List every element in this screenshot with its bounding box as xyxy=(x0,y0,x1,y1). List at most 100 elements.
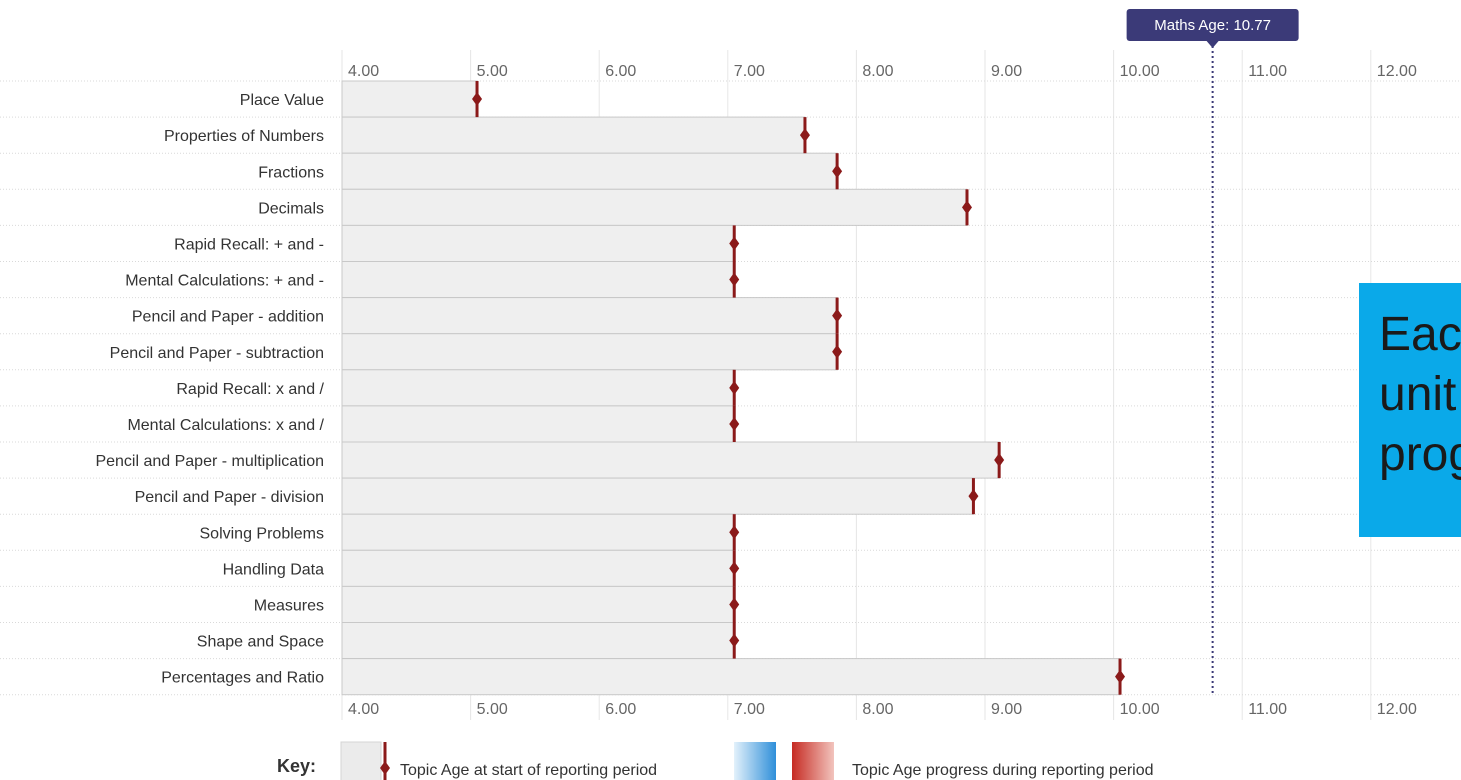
category-label: Pencil and Paper - addition xyxy=(132,309,324,326)
key-progress-blue-swatch xyxy=(734,742,776,780)
topic-bar xyxy=(341,152,838,190)
topic-age-marker-diamond xyxy=(472,92,483,107)
category-label: Pencil and Paper - subtraction xyxy=(110,345,324,362)
category-label: Solving Problems xyxy=(200,525,325,542)
category-label: Mental Calculations: x and / xyxy=(127,417,324,434)
topic-age-marker-diamond xyxy=(729,236,740,251)
x-tick-label-bottom: 10.00 xyxy=(1120,701,1160,718)
topic-age-marker-diamond xyxy=(968,489,979,504)
topic-bar xyxy=(341,549,735,587)
info-callout-text: Each unit progress xyxy=(1379,308,1461,481)
category-label: Properties of Numbers xyxy=(164,128,324,145)
category-label: Percentages and Ratio xyxy=(161,670,324,687)
x-tick-label-top: 9.00 xyxy=(991,63,1022,80)
category-label: Measures xyxy=(254,597,324,614)
x-tick-label-top: 8.00 xyxy=(862,63,893,80)
topic-age-marker-diamond xyxy=(832,164,843,179)
x-tick-label-bottom: 7.00 xyxy=(734,701,765,718)
topic-age-marker xyxy=(472,81,483,118)
category-label: Decimals xyxy=(258,200,324,217)
top-axis: 4.00 5.00 6.00 7.00 8.00 9.00 10.00 11.00 12.00 xyxy=(348,63,1417,80)
category-label: Mental Calculations: + and - xyxy=(125,273,324,290)
key-start-label: Topic Age at start of reporting period xyxy=(400,762,657,779)
x-tick-label-bottom: 4.00 xyxy=(348,701,379,718)
topic-age-marker-diamond xyxy=(729,633,740,648)
topic-age-marker-diamond xyxy=(961,200,972,215)
topic-bar xyxy=(341,261,735,299)
topic-age-marker xyxy=(729,586,740,623)
topic-bar xyxy=(341,658,1121,696)
topic-age-marker xyxy=(729,622,740,659)
x-tick-label-bottom: 11.00 xyxy=(1248,701,1287,718)
x-tick-label-top: 5.00 xyxy=(477,63,508,80)
category-label: Place Value xyxy=(240,92,324,109)
x-tick-label-top: 10.00 xyxy=(1120,63,1160,80)
topic-age-marker-diamond xyxy=(729,597,740,612)
x-tick-label-top: 11.00 xyxy=(1248,63,1287,80)
topic-age-marker xyxy=(729,261,740,298)
topic-age-marker xyxy=(1115,658,1126,695)
category-label: Handling Data xyxy=(223,561,325,578)
topic-age-marker xyxy=(729,369,740,406)
topic-age-marker xyxy=(729,405,740,442)
topic-age-marker-diamond xyxy=(729,380,740,395)
info-callout: Each unit progress xyxy=(1359,283,1461,537)
category-label: Rapid Recall: + and - xyxy=(174,236,324,253)
topic-bar xyxy=(341,585,735,624)
topic-bar xyxy=(341,333,838,371)
x-tick-label-top: 12.00 xyxy=(1377,63,1417,80)
topic-age-marker-diamond xyxy=(799,128,810,143)
topic-bar xyxy=(341,477,974,515)
category-label: Fractions xyxy=(258,164,324,181)
key-start-marker-icon xyxy=(380,742,390,780)
topic-bar xyxy=(341,441,1000,479)
key-bar-swatch xyxy=(340,741,382,780)
x-tick-label-bottom: 6.00 xyxy=(605,701,636,718)
topic-age-marker xyxy=(729,550,740,587)
category-label: Pencil and Paper - division xyxy=(135,489,324,506)
topic-age-marker xyxy=(832,297,843,334)
row-separators xyxy=(0,80,1461,696)
topic-bar xyxy=(341,297,838,335)
maths-age-badge xyxy=(1126,9,1299,41)
key-progress-label: Topic Age progress during reporting peri… xyxy=(852,762,1154,779)
category-label: Shape and Space xyxy=(197,634,324,651)
topic-bar xyxy=(341,188,968,226)
topic-bar xyxy=(341,116,806,154)
topic-age-marker-diamond xyxy=(832,344,843,359)
topic-age-marker xyxy=(832,153,843,190)
x-tick-label-bottom: 9.00 xyxy=(991,701,1022,718)
maths-age-label: Maths Age: 10.77 xyxy=(1154,17,1271,34)
topic-age-marker-diamond xyxy=(729,525,740,540)
x-tick-label-top: 6.00 xyxy=(605,63,636,80)
x-tick-label-top: 4.00 xyxy=(348,63,379,80)
topic-bar xyxy=(341,622,735,660)
topic-bar xyxy=(341,80,478,118)
topic-age-marker-diamond xyxy=(729,561,740,576)
x-tick-label-bottom: 5.00 xyxy=(477,701,508,718)
category-label: Pencil and Paper - multiplication xyxy=(95,453,324,470)
topic-age-marker-diamond xyxy=(994,453,1005,468)
topic-bar xyxy=(341,224,735,262)
maths-age-badge-pointer xyxy=(1206,41,1219,48)
topic-age-marker-diamond xyxy=(729,416,740,431)
x-tick-label-bottom: 8.00 xyxy=(862,701,893,718)
topic-age-marker-diamond xyxy=(1115,669,1126,684)
key-title: Key: xyxy=(277,756,316,776)
topic-age-marker xyxy=(799,117,810,154)
markers xyxy=(472,81,1126,695)
topic-bar xyxy=(341,513,735,551)
maths-age-reference: Maths Age: 10.77 xyxy=(1126,9,1299,694)
key-progress-red-swatch xyxy=(792,742,834,780)
topic-age-marker-diamond xyxy=(832,308,843,323)
x-tick-label-top: 7.00 xyxy=(734,63,765,80)
bottom-axis: 4.00 5.00 6.00 7.00 8.00 9.00 10.00 11.00 12.00 xyxy=(348,701,1417,718)
topic-age-marker xyxy=(968,478,979,515)
category-label: Rapid Recall: x and / xyxy=(176,381,324,398)
topic-age-marker xyxy=(832,333,843,370)
topic-age-marker xyxy=(729,225,740,262)
topic-bar xyxy=(341,405,735,443)
topic-age-marker xyxy=(729,514,740,551)
topic-age-marker xyxy=(961,189,972,226)
